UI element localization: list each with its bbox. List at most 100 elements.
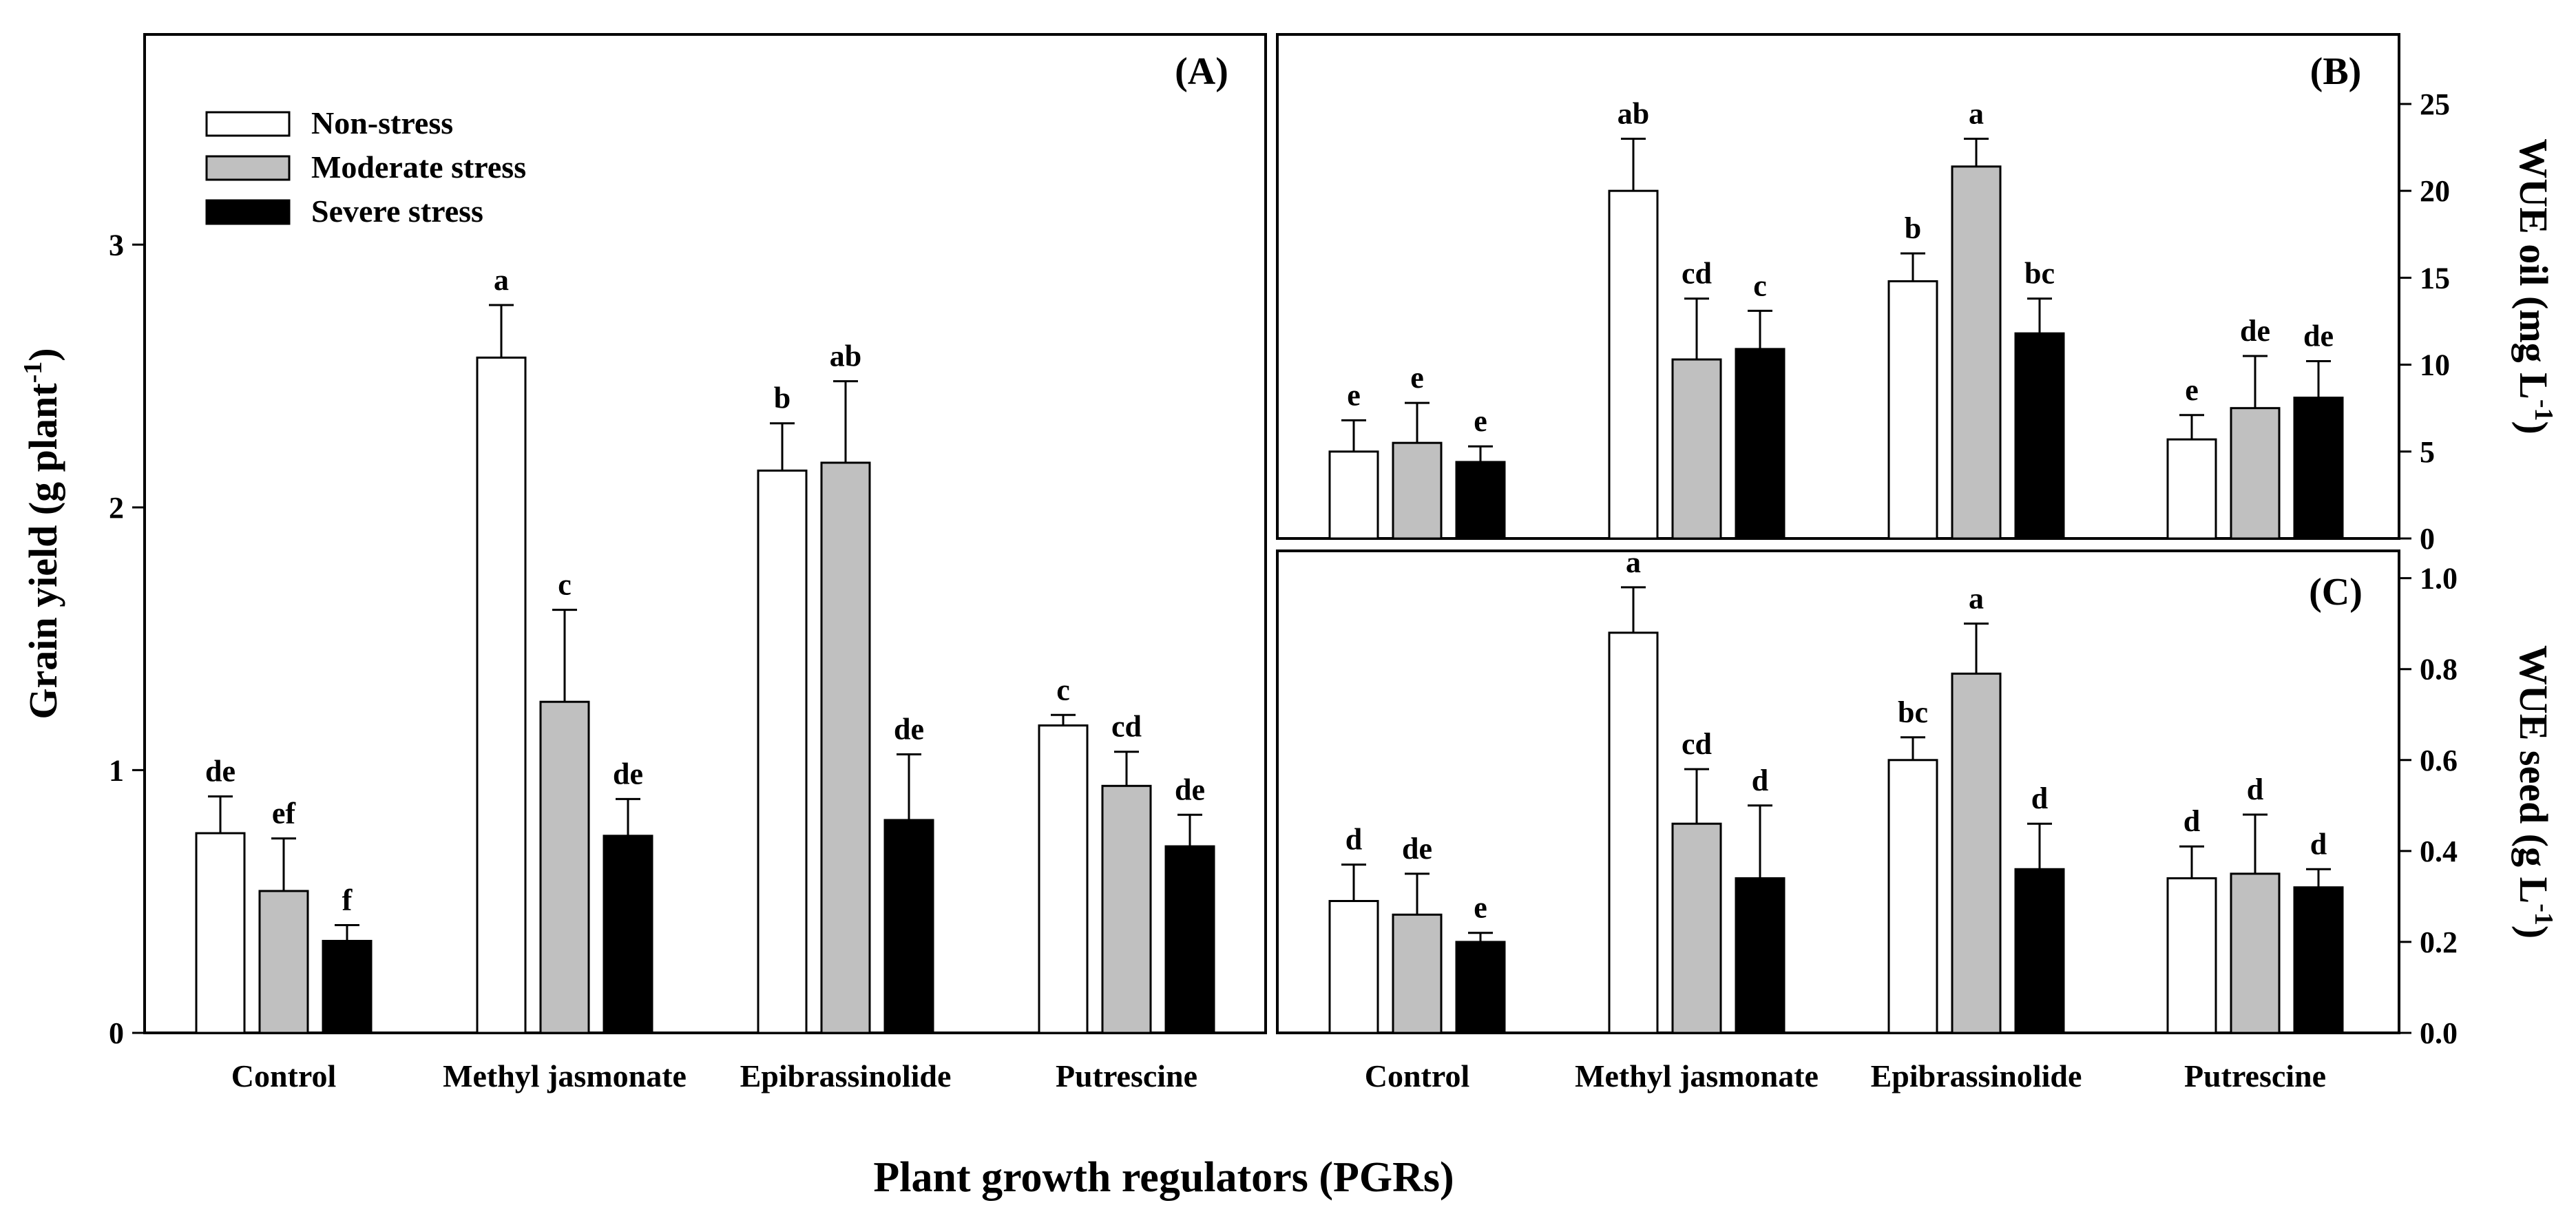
bar [757,469,808,1034]
y-tick-label: 0 [2420,522,2435,556]
significance-letter: de [205,755,235,788]
legend-swatch [205,111,291,137]
bar [1392,441,1443,540]
significance-letter: de [1402,832,1432,866]
x-axis-label: Plant growth regulators (PGRs) [873,1154,1454,1201]
y-axis-label: Grain yield (g plant-1) [19,348,65,719]
significance-letter: e [1474,404,1487,438]
category-label: Methyl jasmonate [443,1058,687,1093]
significance-letter: e [1347,378,1361,412]
bar [2230,407,2281,540]
significance-letter: c [558,568,572,602]
significance-letter: cd [1682,727,1712,761]
bar [1887,280,1938,540]
panel-label: (B) [2310,50,2362,93]
significance-letter: ab [1617,96,1649,130]
category-label: Control [1365,1058,1470,1093]
y-tick-label: 0.6 [2420,744,2458,777]
significance-letter: b [774,381,790,415]
significance-letter: de [2240,314,2270,348]
y-tick-label: 3 [109,228,124,262]
legend-label: Severe stress [311,193,483,229]
significance-letter: e [1410,361,1424,395]
legend-swatch [205,199,291,225]
y-axis-label-main: WUE seed (g L [2511,645,2556,903]
significance-letter: f [342,883,353,917]
y-tick-label: 15 [2420,261,2450,295]
significance-letter: c [1056,673,1070,706]
bar [1671,358,1722,540]
significance-letter: de [613,757,643,791]
category-label: Putrescine [2184,1058,2326,1093]
bar [195,832,246,1034]
category-label: Epibrassinolide [740,1058,952,1093]
bar [1164,845,1215,1034]
y-tick-label: 1.0 [2420,562,2458,596]
y-tick-label: 10 [2420,348,2450,382]
significance-letter: bc [2024,257,2055,291]
bar [2293,397,2344,540]
bar [820,461,871,1034]
panel-c-wue-seed: 0.0 0.2 0.4 0.6 0.8 1.0 Control Methyl jasmonat… [1276,545,2558,1093]
bar [1328,899,1379,1034]
y-axis-label-main: Grain yield (g plant [21,383,65,720]
category-label: Control [231,1058,337,1093]
bar [476,356,527,1034]
bar [1608,631,1659,1034]
legend-label: Moderate stress [311,149,526,185]
bar [539,700,590,1034]
bar [1735,877,1786,1034]
significance-letter: e [2185,373,2199,407]
y-tick-label: 20 [2420,174,2450,208]
panel-b-wue-oil: 0 5 10 15 20 25 e ab b e e cd a de e c bc de (B) WUE oil (m… [1276,33,2558,556]
bar [1455,941,1506,1034]
significance-letter: ab [830,339,861,373]
bar [2014,332,2065,540]
y-tick-label: 0.0 [2420,1016,2458,1050]
y-tick-label: 1 [109,753,124,787]
bar [2166,438,2217,540]
significance-letter: a [1969,582,1984,616]
significance-letter: e [1474,891,1487,925]
bar [603,835,653,1034]
bar [2166,877,2217,1034]
category-label: Putrescine [1056,1058,1197,1093]
y-axis-label-close: ) [2511,925,2556,939]
significance-letter: a [1969,96,1984,130]
y-axis-label-superscript: -1 [2529,903,2558,925]
y-tick-label: 0.2 [2420,925,2458,959]
y-axis-label: WUE seed (g L-1) [2511,645,2558,939]
y-axis-label-superscript: -1 [19,362,48,384]
bar [1887,759,1938,1034]
y-axis-label-close: ) [21,348,65,361]
significance-letter: d [1752,764,1768,797]
bar [2014,868,2065,1034]
panel-label: (C) [2309,571,2363,614]
y-tick-label: 5 [2420,435,2435,469]
y-axis-label-superscript: -1 [2529,399,2558,421]
significance-letter: a [494,263,509,297]
panel-label: (A) [1175,50,1228,93]
significance-letter: a [1626,545,1641,579]
significance-letter: c [1753,269,1767,302]
bar [1328,450,1379,540]
bar [1392,913,1443,1034]
bar [2230,872,2281,1034]
bar [1671,822,1722,1034]
significance-letter: d [2310,827,2327,861]
legend: Non-stress Moderate stress Severe stress [205,105,526,229]
bar [1038,724,1089,1034]
bar [1608,189,1659,540]
bar [258,890,309,1034]
significance-letter: de [1175,773,1205,806]
y-tick-label: 25 [2420,87,2450,121]
significance-letter: d [2184,804,2200,838]
plot-frame [1276,549,2400,1034]
significance-letter: b [1905,211,1921,245]
significance-letter: d [1345,823,1362,857]
y-tick-label: 0.4 [2420,835,2458,868]
y-tick-label: 0.8 [2420,653,2458,687]
significance-letter: d [2247,773,2263,806]
bar [883,819,934,1034]
